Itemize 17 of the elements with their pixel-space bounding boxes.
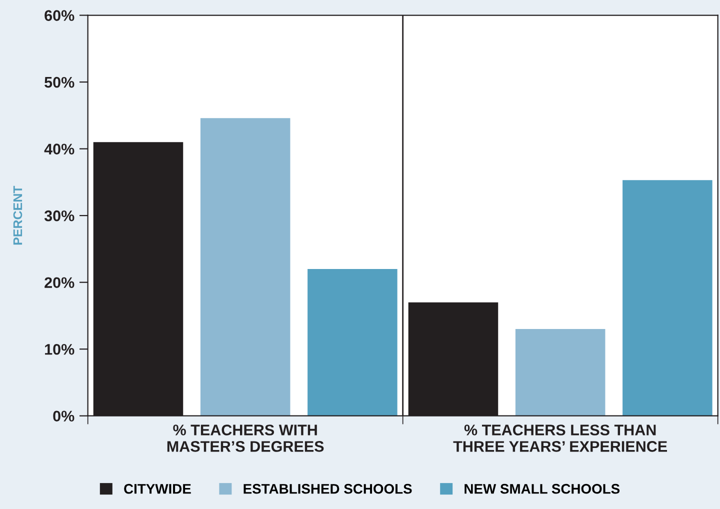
y-tick-label: 10% bbox=[45, 344, 74, 355]
legend-label: CITYWIDE bbox=[124, 484, 191, 494]
y-tick-label: 30% bbox=[44, 210, 74, 222]
y-tick-label: 60% bbox=[44, 10, 74, 21]
x-tick-label: % TEACHERS WITH MASTER’S DEGREES bbox=[167, 424, 324, 452]
bar bbox=[200, 118, 290, 416]
x-tick-label: % TEACHERS LESS THAN THREE YEARS’ EXPERIENCE bbox=[453, 424, 668, 452]
bar bbox=[308, 268, 398, 416]
bar bbox=[515, 329, 606, 416]
y-tick-label: 0% bbox=[53, 410, 74, 422]
y-tick-label: 40% bbox=[44, 144, 74, 154]
y-axis-title: PERCENT bbox=[13, 186, 22, 245]
legend-label: ESTABLISHED SCHOOLS bbox=[244, 484, 412, 494]
y-tick-label: 50% bbox=[44, 76, 74, 88]
legend-label: NEW SMALL SCHOOLS bbox=[464, 484, 620, 494]
bar bbox=[622, 180, 712, 416]
y-tick-label: 20% bbox=[44, 277, 74, 288]
